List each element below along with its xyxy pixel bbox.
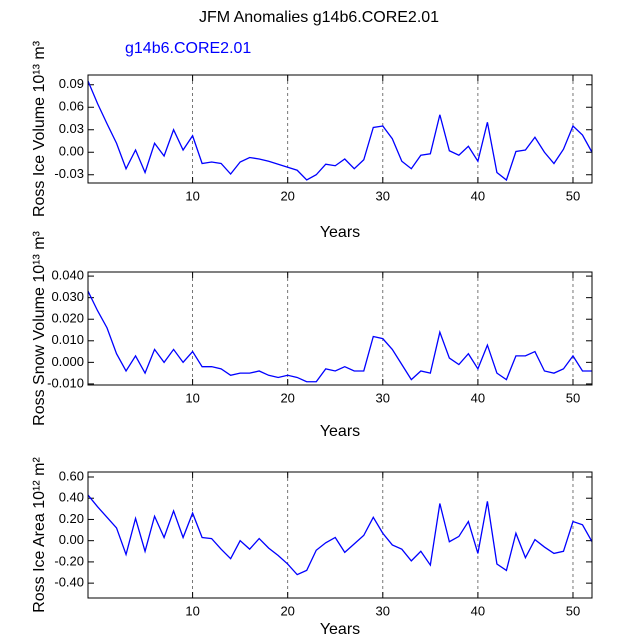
y-tick-label: 0.030 <box>51 289 84 304</box>
x-tick-label: 40 <box>471 603 485 618</box>
chart-title: JFM Anomalies g14b6.CORE2.01 <box>199 9 439 26</box>
x-tick-label: 10 <box>185 188 199 203</box>
plot-frame <box>87 271 593 386</box>
x-tick-label: 30 <box>376 603 390 618</box>
x-tick-label: 20 <box>280 603 294 618</box>
x-tick-label: 40 <box>471 390 485 405</box>
y-tick-label: 0.20 <box>59 511 84 526</box>
y-tick-label: 0.00 <box>59 532 84 547</box>
x-tick-label: 50 <box>566 390 580 405</box>
x-tick-label: 50 <box>566 603 580 618</box>
x-tick-label: 30 <box>376 188 390 203</box>
y-tick-label: 0.00 <box>59 144 84 159</box>
y-axis-label: Ross Snow Volume 10¹³ m³ <box>31 230 48 425</box>
x-axis-label: Years <box>320 621 360 638</box>
y-tick-label: -0.03 <box>54 166 84 181</box>
x-tick-label: 10 <box>185 603 199 618</box>
y-tick-label: 0.40 <box>59 490 84 505</box>
y-tick-label: 0.60 <box>59 468 84 483</box>
x-tick-label: 50 <box>566 188 580 203</box>
y-tick-label: 0.09 <box>59 76 84 91</box>
y-axis-label: Ross Ice Area 10¹² m² <box>31 457 48 613</box>
y-tick-label: 0.000 <box>51 354 84 369</box>
x-tick-label: 40 <box>471 188 485 203</box>
plot-frame <box>87 74 593 184</box>
legend-label: g14b6.CORE2.01 <box>125 40 251 57</box>
data-line <box>87 494 593 576</box>
y-tick-label: -0.40 <box>54 575 84 590</box>
y-axis-label: Ross Ice Volume 10¹³ m³ <box>31 40 48 217</box>
x-tick-label: 20 <box>280 188 294 203</box>
y-tick-label: 0.06 <box>59 99 84 114</box>
y-tick-label: -0.20 <box>54 553 84 568</box>
y-tick-label: 0.03 <box>59 121 84 136</box>
plot-frame <box>87 471 593 599</box>
x-tick-label: 20 <box>280 390 294 405</box>
x-axis-label: Years <box>320 224 360 241</box>
y-tick-label: 0.020 <box>51 311 84 326</box>
data-line <box>87 80 593 182</box>
y-tick-label: -0.010 <box>47 375 84 390</box>
x-tick-label: 10 <box>185 390 199 405</box>
y-tick-label: 0.040 <box>51 268 84 283</box>
x-axis-label: Years <box>320 423 360 440</box>
data-line <box>87 290 592 383</box>
x-tick-label: 30 <box>376 390 390 405</box>
y-tick-label: 0.010 <box>51 332 84 347</box>
